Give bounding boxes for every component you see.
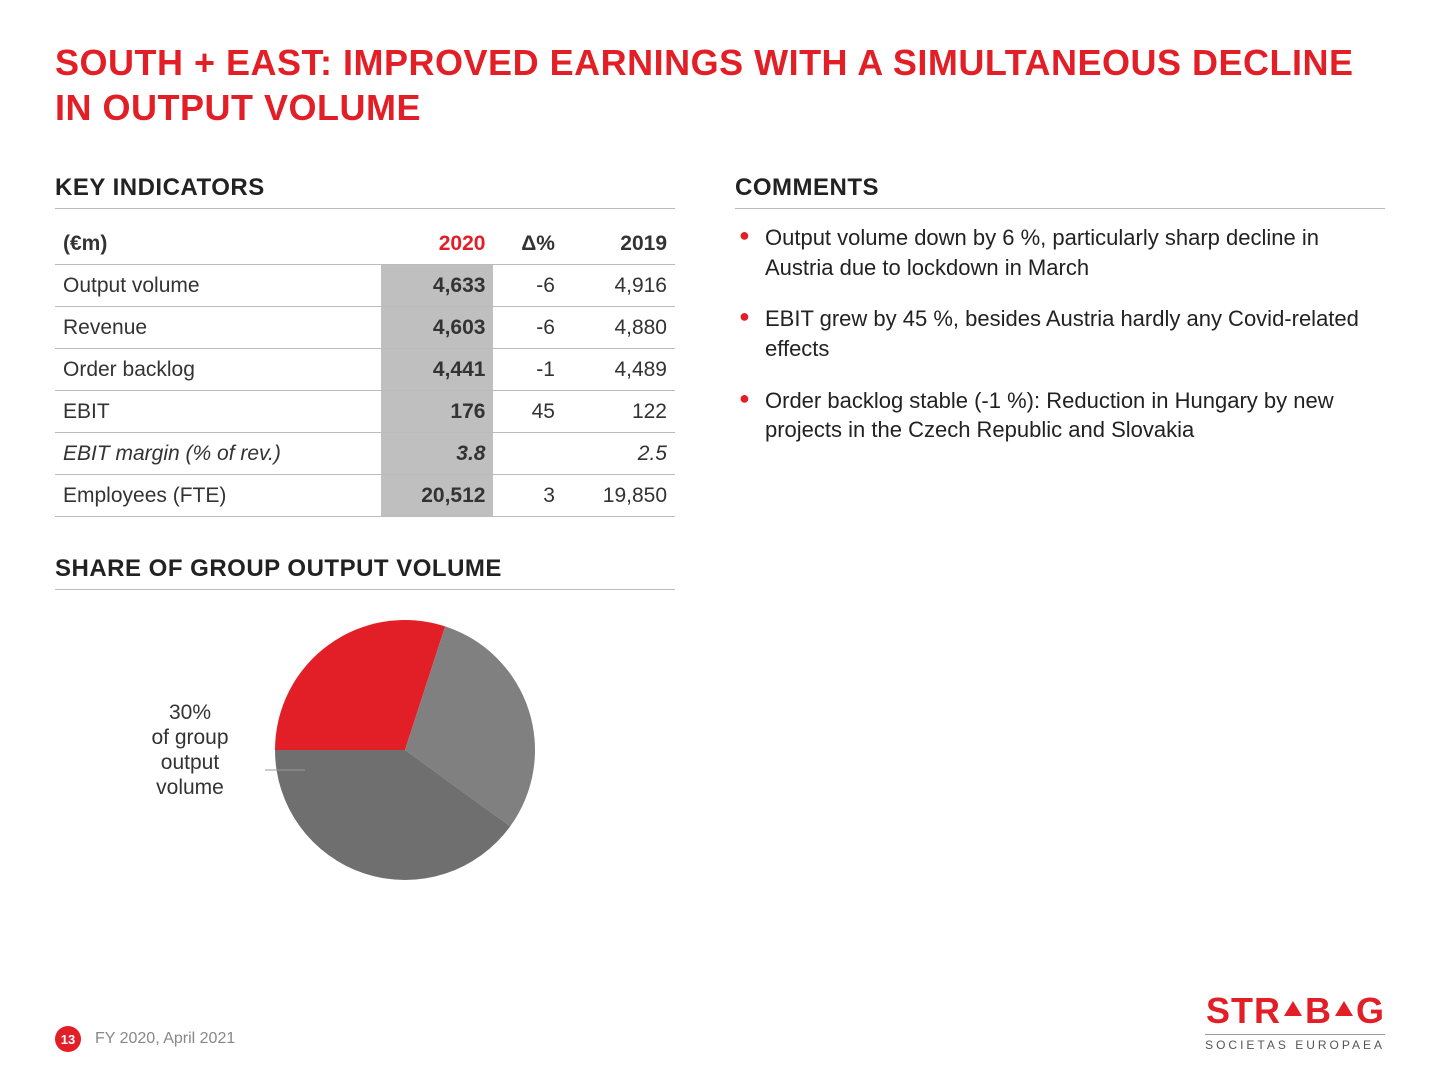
row-label: EBIT <box>55 391 381 433</box>
two-column-layout: KEY INDICATORS (€m) 2020 Δ% 2019 Output … <box>55 174 1385 890</box>
row-delta: 3 <box>493 475 563 517</box>
slide: SOUTH + EAST: IMPROVED EARNINGS WITH A S… <box>0 0 1440 1080</box>
logo-triangle-icon <box>1284 1001 1302 1016</box>
footer: 13 FY 2020, April 2021 STR BG SOCIETAS EU… <box>55 990 1385 1052</box>
logo-text-1: STR <box>1206 990 1281 1032</box>
row-label: Revenue <box>55 307 381 349</box>
row-delta: -6 <box>493 265 563 307</box>
row-label: EBIT margin (% of rev.) <box>55 433 381 475</box>
row-2020: 4,603 <box>381 307 493 349</box>
pie-chart <box>265 610 545 890</box>
row-2020: 4,633 <box>381 265 493 307</box>
key-indicators-table: (€m) 2020 Δ% 2019 Output volume4,633-64,… <box>55 223 675 517</box>
row-label: Output volume <box>55 265 381 307</box>
table-row: Output volume4,633-64,916 <box>55 265 675 307</box>
share-heading: SHARE OF GROUP OUTPUT VOLUME <box>55 555 675 590</box>
logo: STR BG SOCIETAS EUROPAEA <box>1205 990 1385 1052</box>
right-column: COMMENTS Output volume down by 6 %, part… <box>735 174 1385 890</box>
table-body: Output volume4,633-64,916Revenue4,603-64… <box>55 265 675 517</box>
comments-list: Output volume down by 6 %, particularly … <box>735 223 1385 445</box>
table-row: EBIT17645122 <box>55 391 675 433</box>
row-2019: 19,850 <box>563 475 675 517</box>
row-2019: 4,916 <box>563 265 675 307</box>
pie-chart-wrap: 30%of groupoutputvolume <box>125 610 675 890</box>
col-delta: Δ% <box>493 223 563 265</box>
footer-text: FY 2020, April 2021 <box>95 1030 235 1048</box>
page-number-badge: 13 <box>55 1026 81 1052</box>
row-2019: 4,880 <box>563 307 675 349</box>
logo-triangle-icon <box>1335 1001 1353 1016</box>
table-head-row: (€m) 2020 Δ% 2019 <box>55 223 675 265</box>
slide-title: SOUTH + EAST: IMPROVED EARNINGS WITH A S… <box>55 40 1385 130</box>
key-indicators-heading: KEY INDICATORS <box>55 174 675 209</box>
row-label: Order backlog <box>55 349 381 391</box>
col-unit: (€m) <box>55 223 381 265</box>
logo-brand: STR BG <box>1205 990 1385 1032</box>
row-2020: 4,441 <box>381 349 493 391</box>
table-row: Revenue4,603-64,880 <box>55 307 675 349</box>
row-delta <box>493 433 563 475</box>
logo-subtitle: SOCIETAS EUROPAEA <box>1205 1034 1385 1052</box>
row-label: Employees (FTE) <box>55 475 381 517</box>
logo-text-2: B <box>1305 990 1332 1032</box>
logo-text-3: G <box>1356 990 1385 1032</box>
comment-item: Order backlog stable (-1 %): Reduction i… <box>739 386 1385 445</box>
row-2019: 2.5 <box>563 433 675 475</box>
table-row: Employees (FTE)20,512319,850 <box>55 475 675 517</box>
row-2019: 4,489 <box>563 349 675 391</box>
row-delta: -6 <box>493 307 563 349</box>
pie-label-line: 30% <box>125 700 255 725</box>
table-row: Order backlog4,441-14,489 <box>55 349 675 391</box>
pie-label-line: of group <box>125 725 255 750</box>
table-row: EBIT margin (% of rev.)3.8 2.5 <box>55 433 675 475</box>
pie-label-line: volume <box>125 775 255 800</box>
comment-item: EBIT grew by 45 %, besides Austria hardl… <box>739 304 1385 363</box>
row-2020: 3.8 <box>381 433 493 475</box>
footer-left: 13 FY 2020, April 2021 <box>55 1026 235 1052</box>
row-2019: 122 <box>563 391 675 433</box>
col-2019: 2019 <box>563 223 675 265</box>
col-2020: 2020 <box>381 223 493 265</box>
comment-item: Output volume down by 6 %, particularly … <box>739 223 1385 282</box>
row-delta: -1 <box>493 349 563 391</box>
pie-callout-label: 30%of groupoutputvolume <box>125 700 255 801</box>
pie-label-line: output <box>125 750 255 775</box>
row-2020: 176 <box>381 391 493 433</box>
row-delta: 45 <box>493 391 563 433</box>
comments-heading: COMMENTS <box>735 174 1385 209</box>
left-column: KEY INDICATORS (€m) 2020 Δ% 2019 Output … <box>55 174 675 890</box>
row-2020: 20,512 <box>381 475 493 517</box>
